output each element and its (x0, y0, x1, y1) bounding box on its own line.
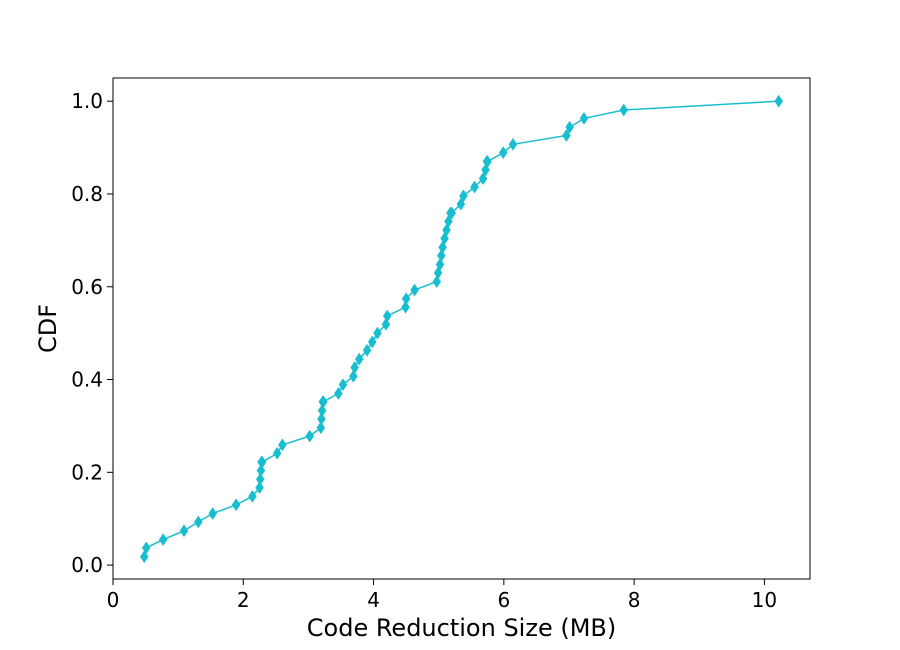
data-point (483, 155, 492, 168)
x-tick-label: 6 (497, 588, 510, 612)
data-point (459, 189, 468, 203)
data-point (565, 120, 574, 134)
data-point (255, 481, 264, 495)
x-tick-label: 8 (628, 588, 641, 612)
data-point (255, 472, 265, 486)
data-point (350, 361, 359, 374)
data-point (382, 309, 392, 323)
data-point (338, 378, 348, 392)
x-axis-label: Code Reduction Size (MB) (307, 614, 616, 642)
data-point (208, 507, 217, 521)
data-point (334, 386, 343, 400)
data-point (432, 275, 442, 289)
plot-area (139, 94, 784, 564)
y-tick-label: 1.0 (71, 89, 103, 113)
x-tick-label: 10 (752, 588, 777, 612)
data-point (367, 335, 377, 349)
data-point (316, 421, 326, 435)
data-point (349, 369, 358, 383)
data-point (774, 94, 784, 108)
data-point (447, 206, 457, 220)
y-tick-label: 0.4 (71, 368, 103, 392)
data-point (248, 489, 257, 503)
data-point (579, 111, 589, 125)
data-point (410, 283, 419, 297)
data-point (401, 292, 411, 306)
data-point (619, 103, 628, 117)
data-point (498, 146, 508, 160)
data-point (179, 524, 189, 538)
data-point (317, 412, 326, 426)
data-point (257, 455, 267, 469)
data-point (272, 446, 282, 460)
x-tick-label: 2 (237, 588, 250, 612)
data-point (319, 395, 328, 409)
x-tick-label: 0 (107, 588, 120, 612)
data-point (278, 438, 287, 452)
data-point (231, 498, 241, 512)
data-point (470, 180, 479, 194)
axes: 0 2 4 6 8 10 0.0 0.2 0.4 0.6 0.8 1.0 (71, 77, 811, 612)
cdf-line (143, 100, 779, 557)
data-point (478, 172, 488, 186)
plot-frame (112, 77, 811, 580)
data-point (508, 137, 518, 151)
x-tick-label: 4 (367, 588, 380, 612)
y-tick-label: 0.8 (71, 182, 103, 206)
y-tick-label: 0.0 (71, 553, 103, 577)
data-point (194, 515, 203, 529)
data-point (317, 404, 327, 418)
y-tick-label: 0.6 (71, 275, 103, 299)
data-point (158, 533, 168, 547)
data-point (354, 352, 364, 366)
y-tick-label: 0.2 (71, 460, 103, 484)
data-point (305, 429, 315, 443)
data-point (362, 343, 372, 357)
y-axis-label: CDF (34, 304, 62, 353)
data-point (562, 129, 571, 142)
data-point (141, 541, 151, 555)
data-point (373, 326, 382, 340)
data-point (435, 258, 445, 271)
data-point (401, 300, 410, 314)
